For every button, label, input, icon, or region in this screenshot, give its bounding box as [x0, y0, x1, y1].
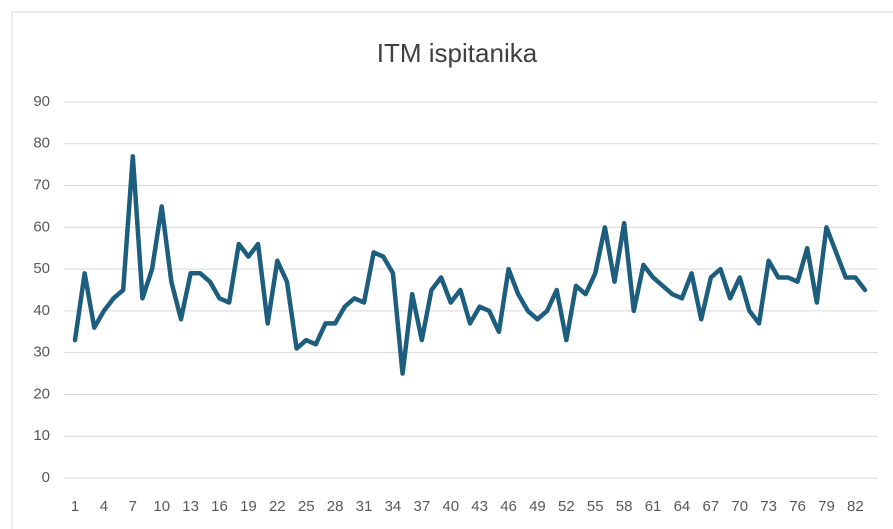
x-tick-label: 22: [269, 498, 286, 515]
y-tick-label: 90: [33, 93, 50, 110]
y-tick-label: 20: [33, 385, 50, 402]
x-tick-label: 7: [129, 498, 137, 515]
x-tick-label: 43: [471, 498, 488, 515]
x-tick-label: 79: [818, 498, 835, 515]
x-tick-label: 16: [211, 498, 228, 515]
y-tick-label: 60: [33, 218, 50, 235]
x-tick-label: 34: [385, 498, 402, 515]
x-tick-label: 52: [558, 498, 575, 515]
x-tick-label: 1: [71, 498, 79, 515]
x-tick-label: 46: [500, 498, 517, 515]
x-tick-label: 82: [847, 498, 864, 515]
y-tick-label: 0: [42, 469, 50, 486]
x-tick-label: 64: [674, 498, 691, 515]
y-tick-label: 10: [33, 427, 50, 444]
x-tick-label: 70: [731, 498, 748, 515]
y-tick-label: 80: [33, 135, 50, 152]
x-tick-label: 13: [182, 498, 199, 515]
y-tick-label: 30: [33, 344, 50, 361]
x-tick-label: 37: [413, 498, 430, 515]
x-tick-label: 61: [645, 498, 662, 515]
x-tick-label: 31: [356, 498, 373, 515]
x-tick-label: 67: [703, 498, 720, 515]
data-line: [72, 154, 868, 376]
y-tick-label: 50: [33, 260, 50, 277]
x-tick-label: 10: [153, 498, 170, 515]
x-tick-label: 4: [100, 498, 108, 515]
x-tick-label: 28: [327, 498, 344, 515]
y-tick-label: 70: [33, 177, 50, 194]
x-tick-label: 58: [616, 498, 633, 515]
chart-title: ITM ispitanika: [377, 38, 538, 68]
x-tick-label: 76: [789, 498, 806, 515]
x-tick-label: 73: [760, 498, 777, 515]
x-tick-label: 19: [240, 498, 257, 515]
x-tick-label: 55: [587, 498, 604, 515]
y-tick-label: 40: [33, 302, 50, 319]
x-tick-label: 49: [529, 498, 546, 515]
x-tick-label: 25: [298, 498, 315, 515]
x-tick-label: 40: [442, 498, 459, 515]
chart-frame: [11, 11, 893, 529]
